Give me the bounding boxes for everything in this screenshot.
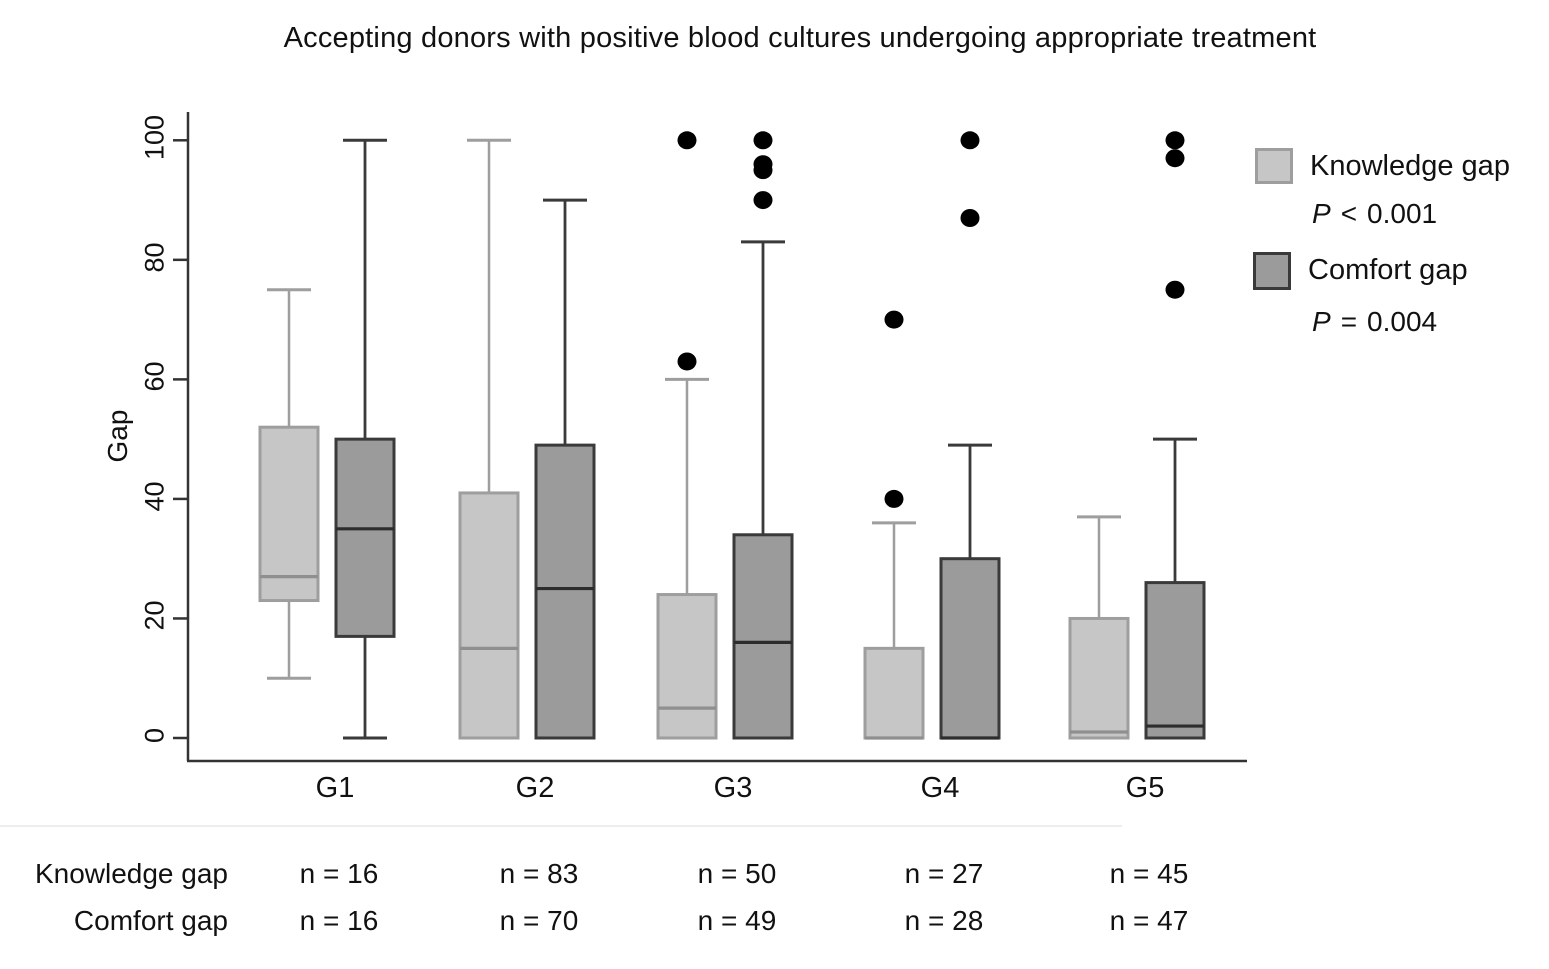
- group-label-g4: G4: [920, 772, 960, 804]
- p-operator: <: [1340, 198, 1358, 229]
- box-comfort-gap-g2: [534, 443, 596, 740]
- box-comfort-gap-g5: [1144, 581, 1206, 740]
- outlier-dot: [753, 155, 773, 174]
- n-value-knowledge-g2: n = 83: [499, 858, 579, 889]
- n-value-knowledge-g1: n = 16: [299, 858, 379, 889]
- n-value-knowledge-g4: n = 27: [904, 858, 984, 889]
- table-row-label-knowledge: Knowledge gap: [34, 858, 228, 889]
- n-value-comfort-g4: n = 28: [904, 905, 984, 936]
- p-symbol: P: [1312, 306, 1331, 337]
- y-tick-label: 20: [139, 600, 170, 631]
- box-knowledge-gap-g4: [863, 646, 925, 740]
- box-comfort-gap-g1: [334, 437, 396, 638]
- outlier-dot: [960, 131, 980, 150]
- p-number: 0.004: [1367, 306, 1438, 337]
- group-label-g3: G3: [713, 772, 753, 804]
- legend-pvalue-comfort: P = 0.004: [1312, 306, 1437, 338]
- n-value-comfort-g3: n = 49: [697, 905, 777, 936]
- group-label-g1: G1: [315, 772, 355, 804]
- y-tick-label: 80: [139, 242, 170, 273]
- n-value-knowledge-g3: n = 50: [697, 858, 777, 889]
- chart-title: Accepting donors with positive blood cul…: [283, 22, 1317, 54]
- n-value-comfort-g1: n = 16: [299, 905, 379, 936]
- n-value-comfort-g2: n = 70: [499, 905, 579, 936]
- p-number: 0.001: [1367, 198, 1438, 229]
- box-knowledge-gap-g2: [458, 491, 520, 740]
- y-tick-label: 100: [139, 115, 170, 161]
- y-axis-label: Gap: [102, 409, 133, 463]
- box-knowledge-gap-g1: [258, 425, 320, 603]
- outlier-dot: [884, 489, 904, 508]
- outlier-dot: [677, 352, 697, 371]
- outlier-dot: [1165, 149, 1185, 168]
- outlier-dot: [677, 131, 697, 150]
- group-label-g2: G2: [515, 772, 555, 804]
- legend-pvalue-knowledge: P <0.001: [1312, 198, 1437, 230]
- y-tick-label: 60: [139, 361, 170, 392]
- y-tick-label: 0: [139, 727, 170, 744]
- group-label-g5: G5: [1125, 772, 1165, 804]
- p-operator: =: [1340, 306, 1358, 337]
- table-row-label-comfort: Comfort gap: [73, 905, 228, 936]
- box-knowledge-gap-g5: [1068, 616, 1130, 740]
- p-symbol: P: [1312, 198, 1331, 229]
- n-value-knowledge-g5: n = 45: [1109, 858, 1189, 889]
- box-knowledge-gap-g3: [656, 593, 718, 740]
- legend-swatch-knowledge: [1255, 148, 1293, 184]
- outlier-dot: [753, 191, 773, 210]
- box-comfort-gap-g4: [939, 557, 1001, 740]
- legend-swatch-comfort: [1253, 252, 1291, 290]
- outlier-dot: [753, 131, 773, 150]
- box-comfort-gap-g3: [732, 533, 794, 740]
- outlier-dot: [960, 209, 980, 228]
- legend-label-knowledge: Knowledge gap: [1310, 150, 1510, 182]
- outlier-dot: [884, 310, 904, 329]
- y-tick-label: 40: [139, 481, 170, 512]
- n-value-comfort-g5: n = 47: [1109, 905, 1189, 936]
- legend-label-comfort: Comfort gap: [1308, 254, 1468, 286]
- outlier-dot: [1165, 131, 1185, 150]
- outlier-dot: [1165, 280, 1185, 299]
